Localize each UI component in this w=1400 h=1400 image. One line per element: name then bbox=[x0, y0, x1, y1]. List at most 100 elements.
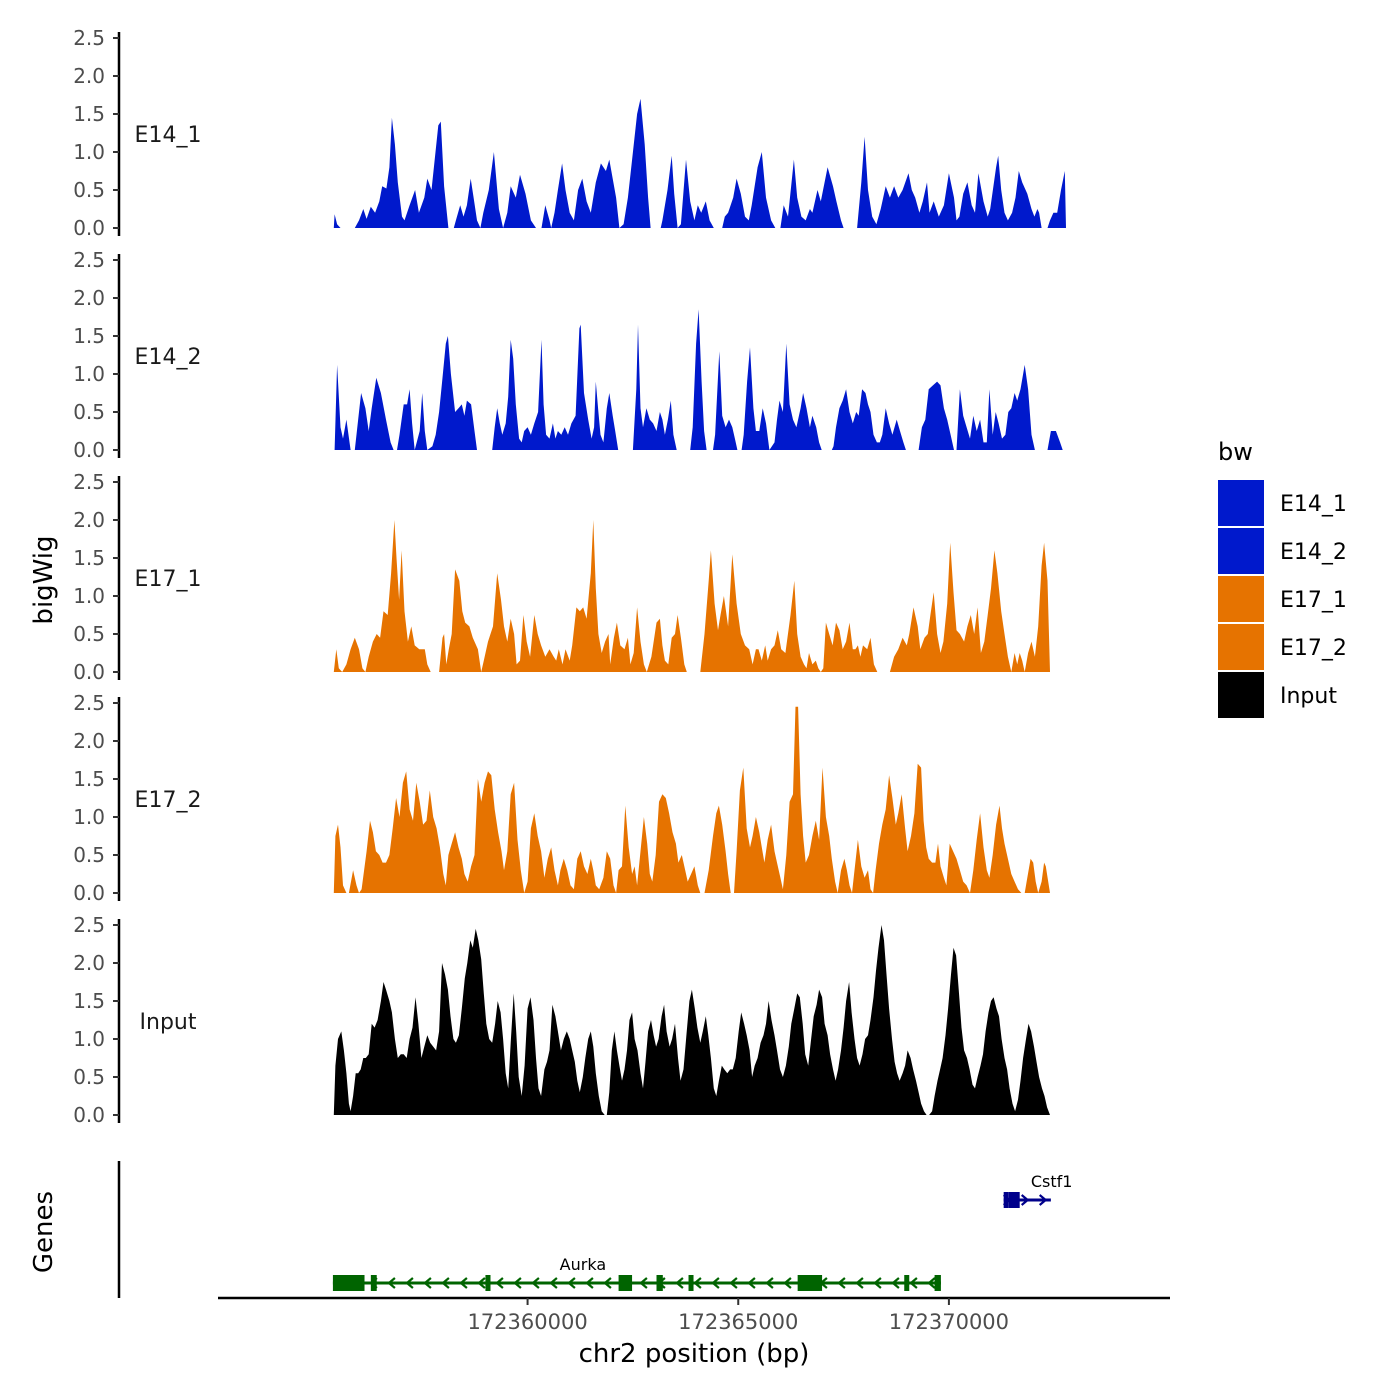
exon-box bbox=[370, 1275, 377, 1291]
y-tick-label: 0.5 bbox=[73, 400, 105, 424]
legend-label: E14_1 bbox=[1280, 492, 1347, 517]
y-tick-label: 2.0 bbox=[73, 64, 105, 88]
y-tick-label: 2.5 bbox=[73, 248, 105, 272]
track-panel-e14_1: 0.0 0.5 1.0 1.5 2.0 2.5 E14_1 bbox=[73, 26, 1066, 240]
track-panel-input: 0.0 0.5 1.0 1.5 2.0 2.5 Input bbox=[73, 913, 1050, 1127]
track-label: E14_2 bbox=[135, 345, 202, 370]
legend-label: E17_2 bbox=[1280, 636, 1347, 661]
strand-arrow bbox=[765, 1277, 774, 1289]
signal-area-e14_2 bbox=[334, 309, 1063, 450]
y-tick-label: 2.5 bbox=[73, 470, 105, 494]
legend-label: Input bbox=[1280, 684, 1337, 709]
y-tick-label: 1.5 bbox=[73, 102, 105, 126]
strand-arrow bbox=[405, 1277, 414, 1289]
signal-area-e17_1 bbox=[333, 520, 1050, 672]
strand-arrow bbox=[783, 1277, 792, 1289]
signal-area-input bbox=[333, 925, 1050, 1115]
genes-axis-title: Genes bbox=[29, 1191, 59, 1273]
strand-arrow bbox=[1020, 1194, 1030, 1206]
strand-arrow bbox=[1038, 1194, 1048, 1206]
y-tick-label: 1.0 bbox=[73, 362, 105, 386]
strand-arrow bbox=[675, 1277, 684, 1289]
gene-label: Cstf1 bbox=[1031, 1172, 1073, 1191]
y-tick-label: 0.5 bbox=[73, 622, 105, 646]
gene-cstf1: Cstf1 bbox=[1002, 1172, 1073, 1208]
y-tick-label: 2.0 bbox=[73, 508, 105, 532]
legend-label: E14_2 bbox=[1280, 540, 1347, 565]
legend-swatch-e14_2 bbox=[1218, 528, 1264, 574]
x-tick-label: 172360000 bbox=[467, 1310, 587, 1334]
legend-swatch-e14_1 bbox=[1218, 480, 1264, 526]
exon-box bbox=[618, 1275, 633, 1291]
genes-panel: Cstf1 Aurka bbox=[117, 1161, 1073, 1298]
y-tick-label: 0.0 bbox=[73, 660, 105, 684]
y-tick-label: 2.5 bbox=[73, 26, 105, 50]
y-tick-label: 1.5 bbox=[73, 324, 105, 348]
strand-arrow bbox=[387, 1277, 396, 1289]
y-tick-label: 2.0 bbox=[73, 951, 105, 975]
track-panels: 0.0 0.5 1.0 1.5 2.0 2.5 E14_1 0.0 0.5 1.0 1.5 2.0 2.… bbox=[73, 26, 1066, 1127]
y-tick-label: 1.0 bbox=[73, 805, 105, 829]
exon-box bbox=[1008, 1192, 1020, 1208]
strand-arrow bbox=[909, 1277, 918, 1289]
track-panel-e17_2: 0.0 0.5 1.0 1.5 2.0 2.5 E17_2 bbox=[73, 691, 1050, 905]
y-tick-label: 1.0 bbox=[73, 1027, 105, 1051]
strand-arrow bbox=[567, 1277, 576, 1289]
x-axis: 172360000 172365000 172370000 bbox=[218, 1296, 1170, 1334]
strand-arrow bbox=[495, 1277, 504, 1289]
y-tick-label: 1.5 bbox=[73, 989, 105, 1013]
y-tick-label: 0.5 bbox=[73, 1065, 105, 1089]
x-tick-label: 172365000 bbox=[678, 1310, 798, 1334]
strand-arrow bbox=[477, 1277, 486, 1289]
x-tick-label: 172370000 bbox=[889, 1310, 1009, 1334]
y-tick-label: 1.5 bbox=[73, 546, 105, 570]
strand-arrow bbox=[585, 1277, 594, 1289]
strand-arrow bbox=[855, 1277, 864, 1289]
y-tick-label: 2.5 bbox=[73, 913, 105, 937]
strand-arrow bbox=[873, 1277, 882, 1289]
strand-arrow bbox=[891, 1277, 900, 1289]
y-tick-label: 1.0 bbox=[73, 584, 105, 608]
track-panel-e17_1: 0.0 0.5 1.0 1.5 2.0 2.5 E17_1 bbox=[73, 470, 1050, 684]
exon-box bbox=[656, 1275, 663, 1291]
y-axis-title: bigWig bbox=[29, 535, 59, 624]
track-label: Input bbox=[140, 1010, 197, 1035]
strand-arrow bbox=[531, 1277, 540, 1289]
y-tick-label: 0.5 bbox=[73, 843, 105, 867]
strand-arrow bbox=[927, 1277, 936, 1289]
strand-arrow bbox=[549, 1277, 558, 1289]
gene-label: Aurka bbox=[560, 1255, 606, 1274]
gene-aurka: Aurka bbox=[332, 1255, 941, 1291]
y-tick-label: 0.0 bbox=[73, 1103, 105, 1127]
y-tick-label: 0.0 bbox=[73, 216, 105, 240]
legend-title: bw bbox=[1218, 438, 1253, 466]
strand-arrow bbox=[711, 1277, 720, 1289]
y-tick-label: 1.5 bbox=[73, 767, 105, 791]
legend-swatch-e17_1 bbox=[1218, 576, 1264, 622]
exon-box bbox=[332, 1275, 365, 1291]
y-tick-label: 0.5 bbox=[73, 178, 105, 202]
track-panel-e14_2: 0.0 0.5 1.0 1.5 2.0 2.5 E14_2 bbox=[73, 248, 1063, 462]
track-label: E17_2 bbox=[135, 788, 202, 813]
x-axis-title: chr2 position (bp) bbox=[579, 1339, 810, 1369]
y-tick-label: 0.0 bbox=[73, 881, 105, 905]
y-tick-label: 1.0 bbox=[73, 140, 105, 164]
y-tick-label: 2.5 bbox=[73, 691, 105, 715]
track-label: E17_1 bbox=[135, 567, 202, 592]
exon-box bbox=[934, 1275, 941, 1291]
track-label: E14_1 bbox=[135, 123, 202, 148]
strand-arrow bbox=[639, 1277, 648, 1289]
signal-area-e14_1 bbox=[333, 98, 1066, 228]
exon-box bbox=[1003, 1192, 1009, 1208]
legend-swatch-e17_2 bbox=[1218, 624, 1264, 670]
strand-arrow bbox=[513, 1277, 522, 1289]
strand-arrow bbox=[441, 1277, 450, 1289]
strand-arrow bbox=[837, 1277, 846, 1289]
exon-box bbox=[688, 1275, 694, 1291]
legend: bw E14_1 E14_2 E17_1 E17_2 Input bbox=[1218, 438, 1347, 718]
exon-box bbox=[797, 1275, 823, 1291]
strand-arrow bbox=[423, 1277, 432, 1289]
legend-label: E17_1 bbox=[1280, 588, 1347, 613]
signal-area-e17_2 bbox=[333, 706, 1050, 893]
